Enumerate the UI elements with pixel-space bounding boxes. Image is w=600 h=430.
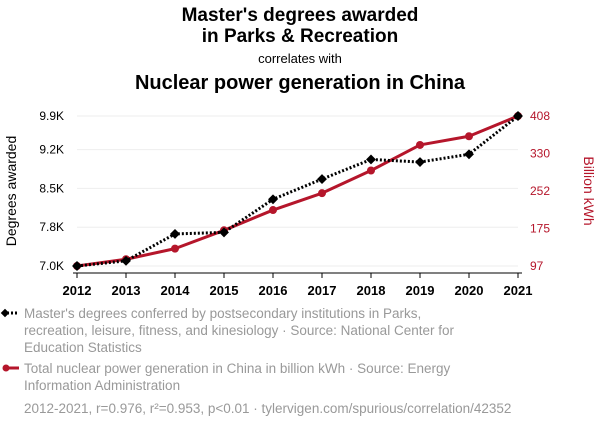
x-tick-label: 2015 [210, 283, 239, 298]
chart-title-line2: in Parks & Recreation [202, 26, 398, 47]
right-tick-label: 408 [530, 109, 550, 123]
data-point-degrees [415, 157, 425, 167]
data-point-nuclear [465, 132, 473, 141]
footer-stats: 2012-2021, r=0.976, r²=0.953, p<0.01 · t… [24, 401, 511, 416]
chart-title-line1: Master's degrees awarded [182, 5, 419, 26]
data-point-nuclear [367, 166, 375, 175]
legend-entry-nuclear: Total nuclear power generation in China … [24, 361, 450, 393]
x-tick-label: 2018 [357, 283, 386, 298]
right-y-axis: 97 175 252 330 408 [530, 109, 550, 273]
left-tick-label: 9.2K [39, 143, 64, 157]
left-tick-label: 7.8K [39, 220, 64, 234]
data-point-degrees [366, 154, 376, 165]
left-y-axis: 7.0K 7.8K 8.5K 9.2K 9.9K [39, 109, 64, 273]
x-tick-label: 2014 [161, 283, 191, 298]
right-axis-label: Billion kWh [581, 156, 597, 225]
left-tick-label: 9.9K [39, 109, 64, 123]
data-point-degrees [317, 174, 327, 185]
legend-swatch-nuclear [2, 364, 19, 372]
legend-marker-nuclear [2, 364, 10, 372]
series-group [72, 111, 523, 271]
data-point-nuclear [416, 140, 424, 149]
data-point-degrees [170, 228, 180, 239]
legend-entry-degrees: Master's degrees conferred by postsecond… [24, 306, 454, 355]
data-point-degrees [268, 194, 278, 205]
series-line-nuclear [76, 114, 519, 268]
x-tick-label: 2019 [406, 283, 435, 298]
legend-marker-degrees [0, 308, 10, 318]
right-tick-label: 97 [530, 259, 544, 273]
data-point-nuclear [171, 244, 179, 253]
x-tick-label: 2013 [112, 283, 141, 298]
chart-subtitle: correlates with [258, 51, 342, 66]
legend-swatch-degrees [0, 308, 19, 318]
right-tick-label: 330 [530, 147, 550, 161]
chart-title-2: Nuclear power generation in China [135, 72, 466, 94]
x-tick-label: 2012 [63, 283, 92, 298]
x-tick-label: 2020 [455, 283, 484, 298]
data-point-degrees [464, 149, 474, 160]
left-axis-label: Degrees awarded [3, 136, 19, 247]
left-tick-label: 7.0K [39, 259, 64, 273]
data-point-degrees [219, 227, 229, 238]
x-tick-label: 2016 [259, 283, 288, 298]
data-point-nuclear [269, 206, 277, 215]
legend: Master's degrees conferred by postsecond… [0, 306, 454, 393]
x-axis: 2012 2013 2014 2015 2016 2017 2018 2019 2020 2021 [63, 272, 533, 298]
right-tick-label: 175 [530, 221, 550, 235]
x-tick-label: 2021 [504, 283, 533, 298]
series-line-degrees [76, 114, 519, 268]
left-tick-label: 8.5K [39, 181, 64, 195]
x-tick-label: 2017 [308, 283, 337, 298]
data-point-degrees [513, 111, 523, 121]
data-point-degrees [72, 261, 82, 271]
right-tick-label: 252 [530, 184, 550, 198]
data-point-nuclear [318, 189, 326, 198]
